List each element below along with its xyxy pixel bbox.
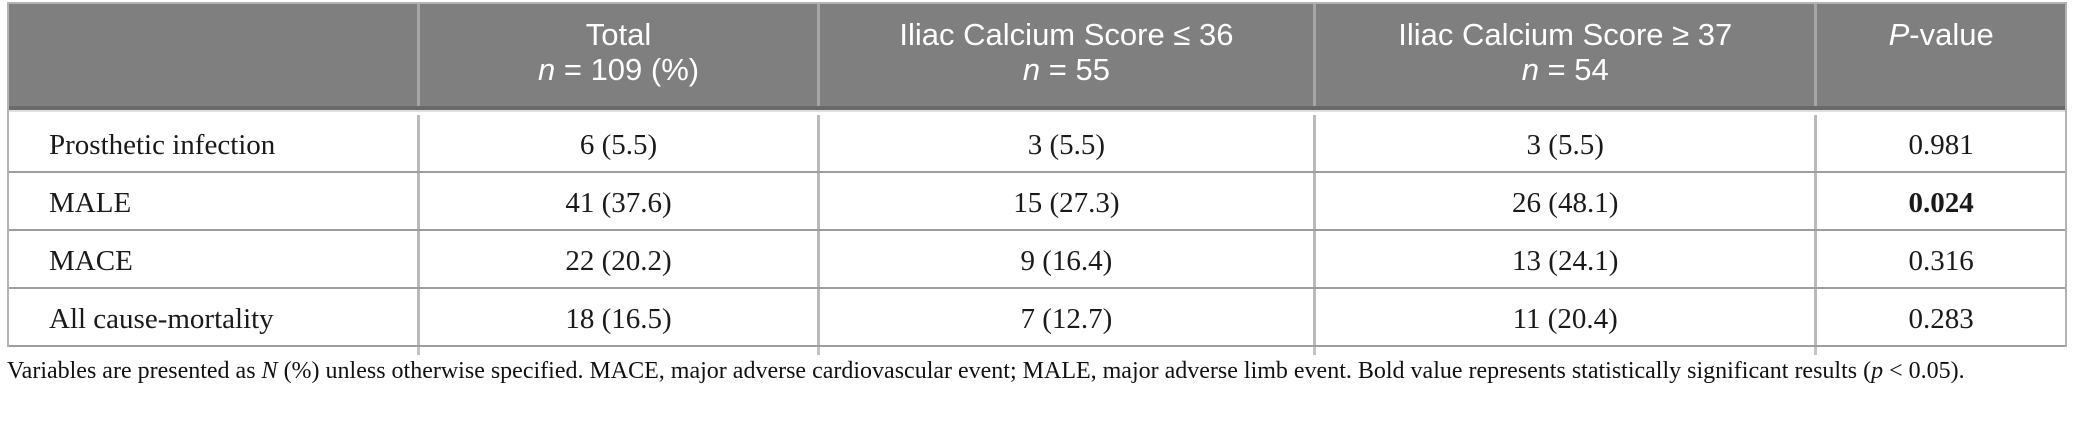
high-score-value: 11 (20.4)	[1313, 289, 1814, 345]
header-low-score-n: n = 55	[1022, 52, 1110, 87]
table-header-row: Total n = 109 (%) Iliac Calcium Score ≤ …	[9, 4, 2065, 106]
header-high-score-title: Iliac Calcium Score ≥ 37	[1398, 17, 1733, 52]
column-rule-stub	[816, 347, 820, 355]
row-label: All cause-mortality	[49, 302, 274, 335]
header-separator-double-line	[9, 106, 2065, 115]
high-score-value: 3 (5.5)	[1313, 115, 1814, 171]
total-value: 22 (20.2)	[417, 231, 816, 287]
table-row: Prosthetic infection 6 (5.5) 3 (5.5) 3 (…	[9, 115, 2065, 173]
header-high-score-n: n = 54	[1521, 52, 1609, 87]
table-row: MACE 22 (20.2) 9 (16.4) 13 (24.1) 0.316	[9, 231, 2065, 289]
header-low-score-column: Iliac Calcium Score ≤ 36 n = 55	[816, 4, 1313, 106]
low-score-value: 9 (16.4)	[816, 231, 1313, 287]
total-value: 41 (37.6)	[417, 173, 816, 229]
header-low-score-title: Iliac Calcium Score ≤ 36	[899, 17, 1234, 52]
header-total-title: Total	[585, 17, 652, 52]
total-value: 18 (16.5)	[417, 289, 816, 345]
table-row: MALE 41 (37.6) 15 (27.3) 26 (48.1) 0.024	[9, 173, 2065, 231]
row-label: MALE	[49, 186, 132, 219]
low-score-value: 7 (12.7)	[816, 289, 1313, 345]
table-row: All cause-mortality 18 (16.5) 7 (12.7) 1…	[9, 289, 2065, 347]
low-score-value: 3 (5.5)	[816, 115, 1313, 171]
column-rule-stub	[1313, 347, 1317, 355]
header-empty-cell	[9, 4, 417, 106]
high-score-value: 26 (48.1)	[1313, 173, 1814, 229]
table-footnote: Variables are presented as N (%) unless …	[7, 358, 1965, 384]
low-score-value: 15 (27.3)	[816, 173, 1313, 229]
high-score-value: 13 (24.1)	[1313, 231, 1814, 287]
column-rule-stub	[417, 347, 421, 355]
row-label: MACE	[49, 244, 133, 277]
p-value: 0.024	[1814, 173, 2065, 229]
header-total-column: Total n = 109 (%)	[417, 4, 816, 106]
outcomes-table: Total n = 109 (%) Iliac Calcium Score ≤ …	[7, 2, 2067, 355]
column-rule-stub	[1814, 347, 1818, 355]
header-high-score-column: Iliac Calcium Score ≥ 37 n = 54	[1313, 4, 1814, 106]
header-pvalue-title: P-value	[1888, 17, 1994, 52]
row-label: Prosthetic infection	[49, 128, 276, 161]
p-value: 0.981	[1814, 115, 2065, 171]
p-value: 0.316	[1814, 231, 2065, 287]
p-value: 0.283	[1814, 289, 2065, 345]
header-total-n: n = 109 (%)	[537, 52, 700, 87]
total-value: 6 (5.5)	[417, 115, 816, 171]
header-pvalue-column: P-value	[1814, 4, 2065, 106]
